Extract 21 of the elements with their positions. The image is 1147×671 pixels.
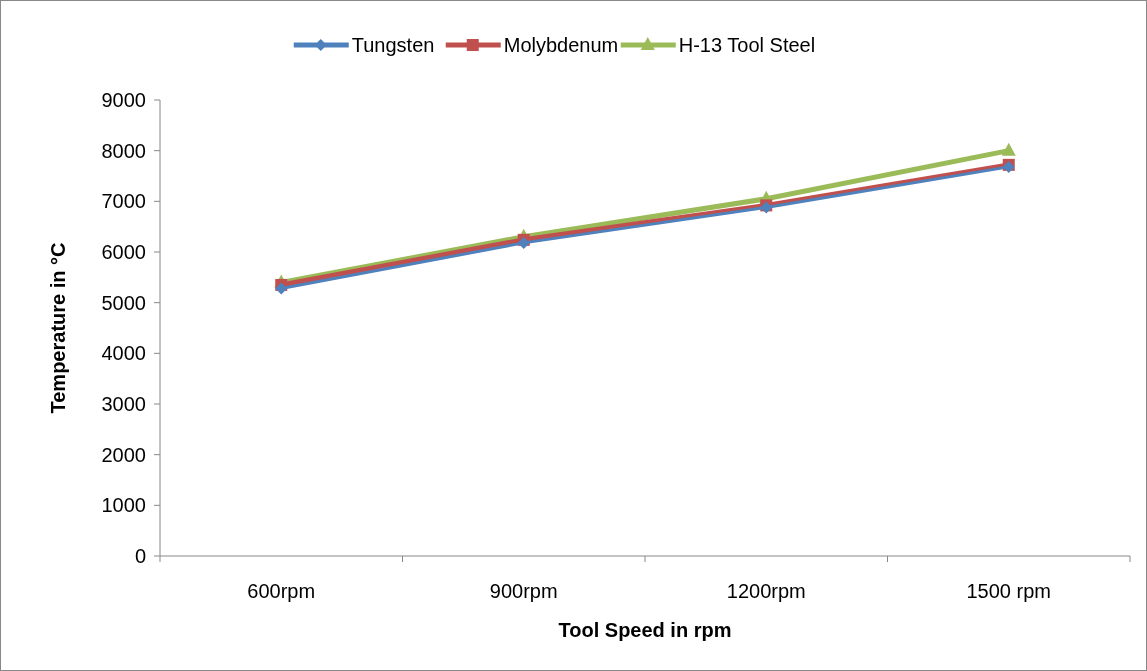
x-tick-label: 1200rpm [726,580,806,602]
y-tick-label: 5000 [101,291,146,314]
y-tick-label: 9000 [101,89,146,111]
y-tick-label: 8000 [101,139,146,162]
legend-label: H-13 Tool Steel [678,34,816,56]
y-axis-title: Temperature in °C [47,242,69,414]
x-axis-title: Tool Speed in rpm [558,619,732,641]
y-tick-label: 3000 [101,393,146,415]
legend-label: Tungsten [351,34,435,56]
x-tick-label: 1500 rpm [966,580,1051,602]
y-tick-label: 0 [134,545,146,567]
y-tick-label: 1000 [101,494,146,517]
y-tick-label: 4000 [101,342,146,365]
y-tick-label: 6000 [101,241,146,263]
point [275,282,288,295]
point [1001,142,1016,156]
legend-label: Molybdenum [503,34,619,56]
y-tick-label: 2000 [101,443,146,466]
x-tick-label: 600rpm [247,580,316,602]
y-tick-label: 7000 [101,190,146,213]
x-tick-label: 900rpm [489,580,558,602]
